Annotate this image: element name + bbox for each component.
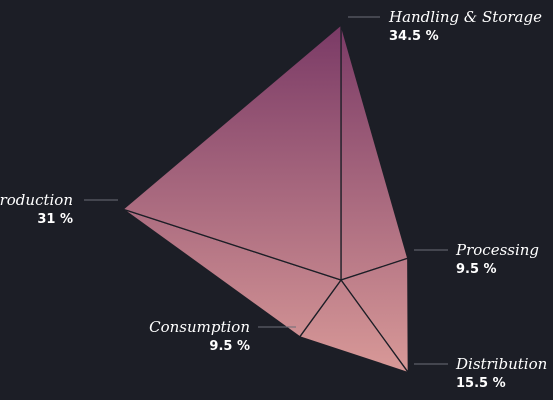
label-group-consumption: Consumption 9.5 %	[149, 318, 296, 354]
value-label-consumption: 9.5 %	[209, 339, 250, 354]
category-label-production: Production	[0, 191, 73, 209]
label-group-processing: Processing 9.5 %	[414, 241, 539, 277]
label-group-production: Production 31 %	[0, 191, 118, 227]
category-label-processing: Processing	[455, 241, 539, 259]
value-label-distribution: 15.5 %	[456, 376, 506, 391]
category-label-consumption: Consumption	[149, 318, 250, 336]
label-group-distribution: Distribution 15.5 %	[414, 355, 547, 391]
sector-handling-and-storage	[340, 24, 409, 281]
value-label-processing: 9.5 %	[456, 262, 497, 277]
label-group-handling-and-storage: Handling & Storage 34.5 %	[348, 8, 542, 44]
sector-production	[122, 24, 342, 281]
chart-labels: Handling & Storage 34.5 % Processing 9.5 % D…	[0, 8, 547, 391]
chart-sectors	[122, 24, 409, 374]
category-label-distribution: Distribution	[455, 355, 547, 373]
category-label-handling-and-storage: Handling & Storage	[388, 8, 542, 26]
value-label-handling-and-storage: 34.5 %	[389, 29, 439, 44]
value-label-production: 31 %	[37, 212, 73, 227]
